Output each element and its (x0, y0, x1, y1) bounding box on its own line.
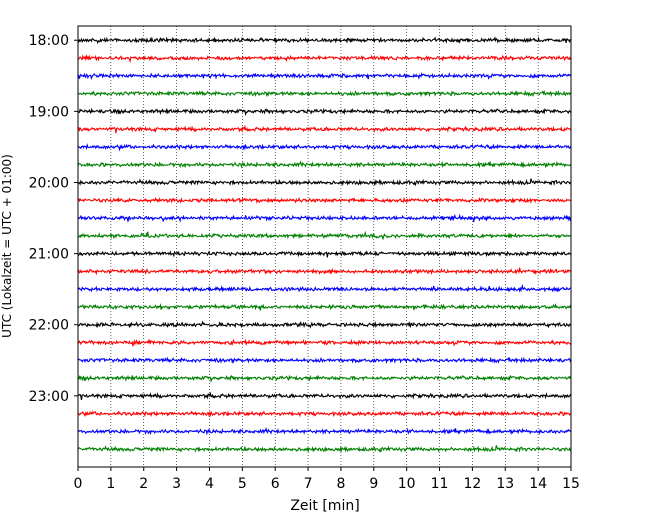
seismic-trace (77, 374, 572, 384)
x-axis-label: Zeit [min] (290, 498, 359, 514)
seismic-trace (77, 444, 572, 453)
y-axis-ticks: 18:00 19:00 20:00 21:00 22:00 23:00 (29, 33, 78, 405)
seismic-trace (77, 54, 572, 64)
x-tick-label: 12 (463, 476, 481, 492)
x-tick-label: 2 (139, 476, 148, 492)
x-tick-label: 13 (496, 476, 514, 492)
seismic-trace (77, 320, 572, 329)
seismic-trace (77, 267, 572, 276)
seismic-trace (77, 303, 572, 311)
y-axis-label: UTC (Lokalzeit = UTC + 01:00) (0, 154, 14, 338)
x-tick-label: 1 (106, 476, 115, 492)
x-tick-label: 5 (238, 476, 247, 492)
seismic-trace (77, 178, 572, 187)
x-tick-label: 11 (431, 476, 449, 492)
y-tick-label: 20:00 (29, 175, 69, 191)
x-tick-label: 6 (271, 476, 280, 492)
seismic-trace (77, 356, 572, 365)
plot-frame (77, 25, 572, 468)
x-tick-label: 8 (336, 476, 345, 492)
seismic-trace (77, 72, 572, 81)
x-tick-label: 15 (562, 476, 580, 492)
seismic-trace (77, 230, 572, 240)
y-tick-label: 23:00 (29, 389, 69, 405)
seismic-trace (77, 160, 572, 169)
seismic-trace (78, 338, 572, 347)
y-tick-label: 22:00 (29, 318, 69, 334)
seismic-trace (77, 426, 572, 436)
x-axis-ticks: 0 1 2 3 4 5 6 7 8 9 10 11 12 13 14 15 (74, 467, 580, 492)
x-tick-label: 10 (398, 476, 416, 492)
seismic-trace (77, 36, 572, 45)
seismic-trace (77, 89, 572, 98)
seismic-trace (77, 250, 572, 258)
seismic-trace (77, 391, 572, 400)
x-tick-label: 9 (369, 476, 378, 492)
seismic-traces (77, 36, 572, 453)
seismic-trace (77, 283, 572, 293)
x-tick-label: 3 (172, 476, 181, 492)
seismic-trace (77, 124, 572, 134)
y-tick-label: 19:00 (29, 104, 69, 120)
x-tick-label: 4 (205, 476, 214, 492)
seismic-trace (77, 143, 572, 152)
x-tick-label: 0 (74, 476, 83, 492)
seismic-trace (77, 409, 572, 418)
seismic-trace (77, 196, 572, 204)
y-tick-label: 21:00 (29, 247, 69, 263)
seismic-trace (77, 213, 572, 223)
seismic-trace (77, 107, 572, 117)
x-tick-label: 7 (304, 476, 313, 492)
y-tick-label: 18:00 (29, 33, 69, 49)
x-tick-label: 14 (529, 476, 547, 492)
